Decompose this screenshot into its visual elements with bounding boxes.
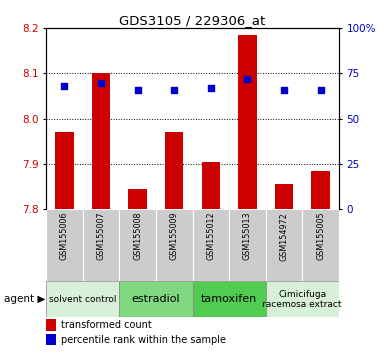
Bar	[165, 132, 183, 209]
Point	[318, 87, 324, 93]
Text: tamoxifen: tamoxifen	[201, 294, 257, 304]
Bar	[46, 281, 119, 317]
Point	[281, 87, 287, 93]
Point	[98, 80, 104, 85]
Text: GSM155009: GSM155009	[170, 212, 179, 261]
Text: GSM155005: GSM155005	[316, 212, 325, 261]
Bar	[302, 209, 339, 281]
Point	[171, 87, 177, 93]
Text: transformed count: transformed count	[61, 320, 152, 330]
Point	[135, 87, 141, 93]
Text: estradiol: estradiol	[132, 294, 180, 304]
Bar	[119, 209, 156, 281]
Bar	[266, 281, 339, 317]
Bar	[275, 184, 293, 209]
Bar	[238, 35, 256, 209]
Text: GSM154972: GSM154972	[280, 212, 288, 261]
Text: Cimicifuga
racemosa extract: Cimicifuga racemosa extract	[263, 290, 342, 309]
Bar	[229, 209, 266, 281]
Title: GDS3105 / 229306_at: GDS3105 / 229306_at	[119, 14, 266, 27]
Bar	[119, 281, 192, 317]
Text: GSM155008: GSM155008	[133, 212, 142, 260]
Point	[208, 85, 214, 91]
Text: solvent control: solvent control	[49, 295, 117, 304]
Text: agent ▶: agent ▶	[4, 294, 45, 304]
Bar	[266, 209, 302, 281]
Point	[61, 83, 68, 89]
Point	[244, 76, 251, 82]
Bar	[311, 171, 330, 209]
Bar	[156, 209, 192, 281]
Text: GSM155006: GSM155006	[60, 212, 69, 260]
Text: GSM155007: GSM155007	[97, 212, 105, 261]
Bar	[46, 334, 57, 346]
Bar	[55, 132, 74, 209]
Bar	[129, 189, 147, 209]
Bar	[92, 74, 110, 209]
Text: percentile rank within the sample: percentile rank within the sample	[61, 335, 226, 345]
Bar	[83, 209, 119, 281]
Bar	[202, 161, 220, 209]
Bar	[46, 209, 83, 281]
Bar	[192, 209, 229, 281]
Bar	[46, 319, 57, 331]
Bar	[192, 281, 266, 317]
Text: GSM155012: GSM155012	[206, 212, 215, 261]
Text: GSM155013: GSM155013	[243, 212, 252, 260]
